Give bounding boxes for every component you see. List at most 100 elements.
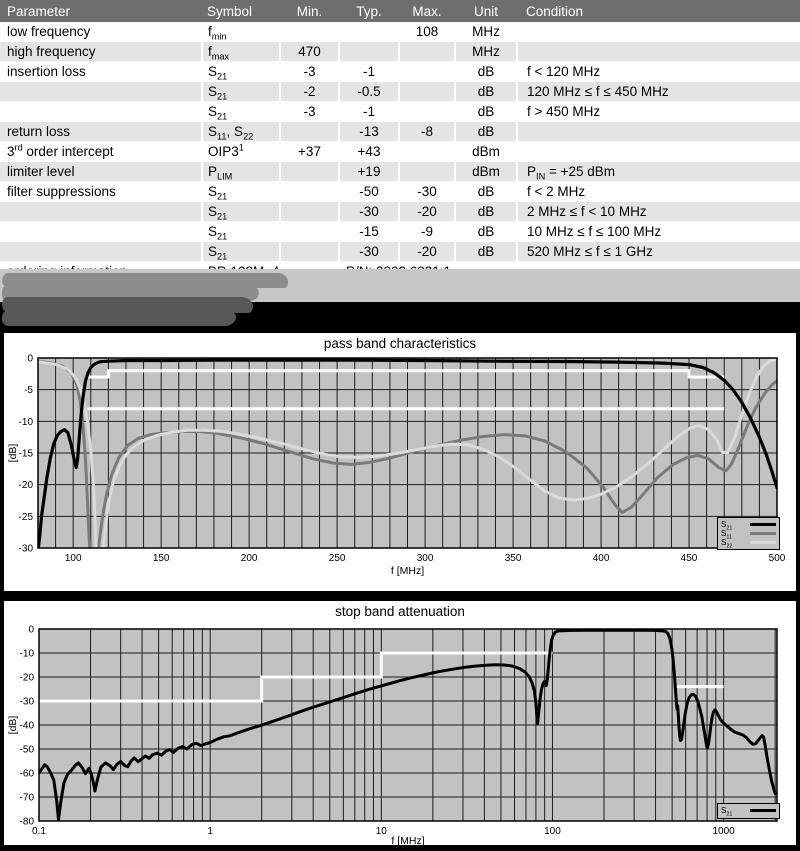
cell-min — [280, 121, 340, 142]
cell-min — [280, 181, 340, 202]
cell-symbol: S21 — [202, 101, 281, 122]
cell-max: -20 — [399, 241, 456, 262]
cell-parameter: return loss — [0, 121, 203, 142]
svg-text:f [MHz]: f [MHz] — [391, 835, 424, 845]
cell-condition: f < 2 MHz — [517, 181, 800, 202]
svg-text:-25: -25 — [19, 512, 34, 523]
cell-min — [280, 161, 340, 182]
cell-symbol: S21 — [202, 201, 281, 222]
cell-max — [399, 141, 456, 162]
cell-symbol: OIP31 — [202, 141, 281, 162]
table-row: 3rd order intercept OIP31 +37 +43 dBm — [0, 141, 800, 162]
cell-max — [399, 81, 456, 102]
cell-condition: 2 MHz ≤ f < 10 MHz — [517, 201, 800, 222]
legend-label: S22 — [721, 538, 733, 550]
legend-label: S21 — [721, 806, 733, 818]
cell-typ: -15 — [339, 221, 400, 242]
cell-condition: 120 MHz ≤ f ≤ 450 MHz — [517, 81, 800, 102]
stopband-chart: 0 -10 -20 -30 -40 -50 -60 -70 -800.1 1 10 100 1000 f … — [7, 625, 778, 845]
redacted-text-blob — [2, 273, 288, 288]
cell-typ — [339, 22, 400, 42]
cell-symbol: S21 — [202, 181, 281, 202]
cell-condition: f > 450 MHz — [517, 101, 800, 122]
table-row: low frequency fmin 108 MHz — [0, 22, 800, 42]
cell-condition: 10 MHz ≤ f ≤ 100 MHz — [517, 221, 800, 242]
cell-typ: -0.5 — [339, 81, 400, 102]
cell-unit: dBm — [455, 141, 518, 162]
cell-max: -20 — [399, 201, 456, 222]
cell-unit: dB — [455, 81, 518, 102]
cell-min: -3 — [280, 101, 340, 122]
chart-title: stop band attenuation — [335, 604, 465, 619]
cell-typ: +19 — [339, 161, 400, 182]
column-header-typ: Typ. — [339, 0, 399, 22]
cell-parameter — [0, 101, 203, 122]
svg-text:-10: -10 — [20, 649, 35, 660]
cell-unit: dB — [455, 241, 518, 262]
cell-condition — [517, 121, 800, 142]
spec-table: Parameter Symbol Min. Typ. Max. Unit Condition… — [0, 0, 800, 282]
column-header-unit: Unit — [455, 0, 517, 22]
cell-min — [280, 201, 340, 222]
cell-condition — [517, 41, 800, 62]
passband-chart: 0 -5 -10 -15 -20 -25 -30 100 150 200 250 300 350 400 4… — [7, 354, 786, 578]
svg-text:100: 100 — [65, 553, 82, 564]
cell-symbol: S21 — [202, 241, 281, 262]
table-row: return loss S11, S22 -13 -8 dB — [0, 121, 800, 142]
cell-typ: -1 — [339, 101, 400, 122]
table-row: high frequency fmax 470 MHz — [0, 41, 800, 62]
column-header-condition: Condition — [517, 0, 800, 22]
cell-parameter — [0, 241, 203, 262]
stopband-chart-panel: 0 -10 -20 -30 -40 -50 -60 -70 -80 0.1 1 10 100 1000 f … — [4, 601, 796, 845]
chart-legend: S21 S11 S22 — [717, 517, 780, 550]
cell-symbol: S21 — [202, 221, 281, 242]
svg-text:200: 200 — [241, 553, 258, 564]
svg-text:-15: -15 — [19, 449, 34, 460]
cell-unit: dB — [455, 101, 518, 122]
svg-text:-10: -10 — [19, 417, 34, 428]
table-row: filter suppressions S21 -50 -30 dB f < 2 MHz — [0, 181, 800, 202]
svg-text:0: 0 — [28, 625, 34, 636]
cell-parameter: low frequency — [0, 22, 203, 42]
cell-parameter: 3rd order intercept — [0, 141, 203, 162]
legend-entry: S22 — [721, 538, 776, 550]
cell-symbol: fmax — [202, 41, 281, 62]
cell-max: -9 — [399, 221, 456, 242]
cell-condition: f < 120 MHz — [517, 61, 800, 82]
cell-unit: MHz — [455, 22, 518, 42]
svg-text:-60: -60 — [20, 769, 35, 780]
cell-min — [280, 22, 340, 42]
cell-typ: -1 — [339, 61, 400, 82]
table-row: S21 -30 -20 dB 520 MHz ≤ f ≤ 1 GHz — [0, 241, 800, 262]
cell-condition: PIN = +25 dBm — [517, 161, 800, 182]
chart-legend: S21 — [717, 803, 780, 819]
svg-text:-20: -20 — [20, 673, 35, 684]
legend-label: S11 — [721, 529, 732, 541]
cell-typ: +43 — [339, 141, 400, 162]
svg-text:250: 250 — [329, 553, 346, 564]
cell-parameter: insertion loss — [0, 61, 203, 82]
column-header-parameter: Parameter — [0, 0, 202, 22]
svg-text:350: 350 — [505, 553, 522, 564]
cell-typ — [339, 41, 400, 62]
cell-min: 470 — [280, 41, 340, 62]
legend-line-swatch — [750, 809, 776, 812]
svg-text:10: 10 — [376, 826, 388, 837]
legend-line-swatch — [750, 532, 776, 535]
spec-table-header: Parameter Symbol Min. Typ. Max. Unit Condition — [0, 0, 800, 22]
svg-text:-40: -40 — [20, 721, 35, 732]
cell-parameter: limiter level — [0, 161, 203, 182]
svg-text:f [MHz]: f [MHz] — [391, 565, 424, 577]
cell-max — [399, 61, 456, 82]
cell-unit: dB — [455, 201, 518, 222]
cell-unit: dB — [455, 181, 518, 202]
cell-unit: dB — [455, 221, 518, 242]
table-row: S21 -3 -1 dB f > 450 MHz — [0, 101, 800, 122]
cell-typ: -13 — [339, 121, 400, 142]
table-row: S21 -15 -9 dB 10 MHz ≤ f ≤ 100 MHz — [0, 221, 800, 242]
cell-min: -3 — [280, 61, 340, 82]
cell-unit: dB — [455, 121, 518, 142]
cell-min: -2 — [280, 81, 340, 102]
cell-condition — [517, 141, 800, 162]
